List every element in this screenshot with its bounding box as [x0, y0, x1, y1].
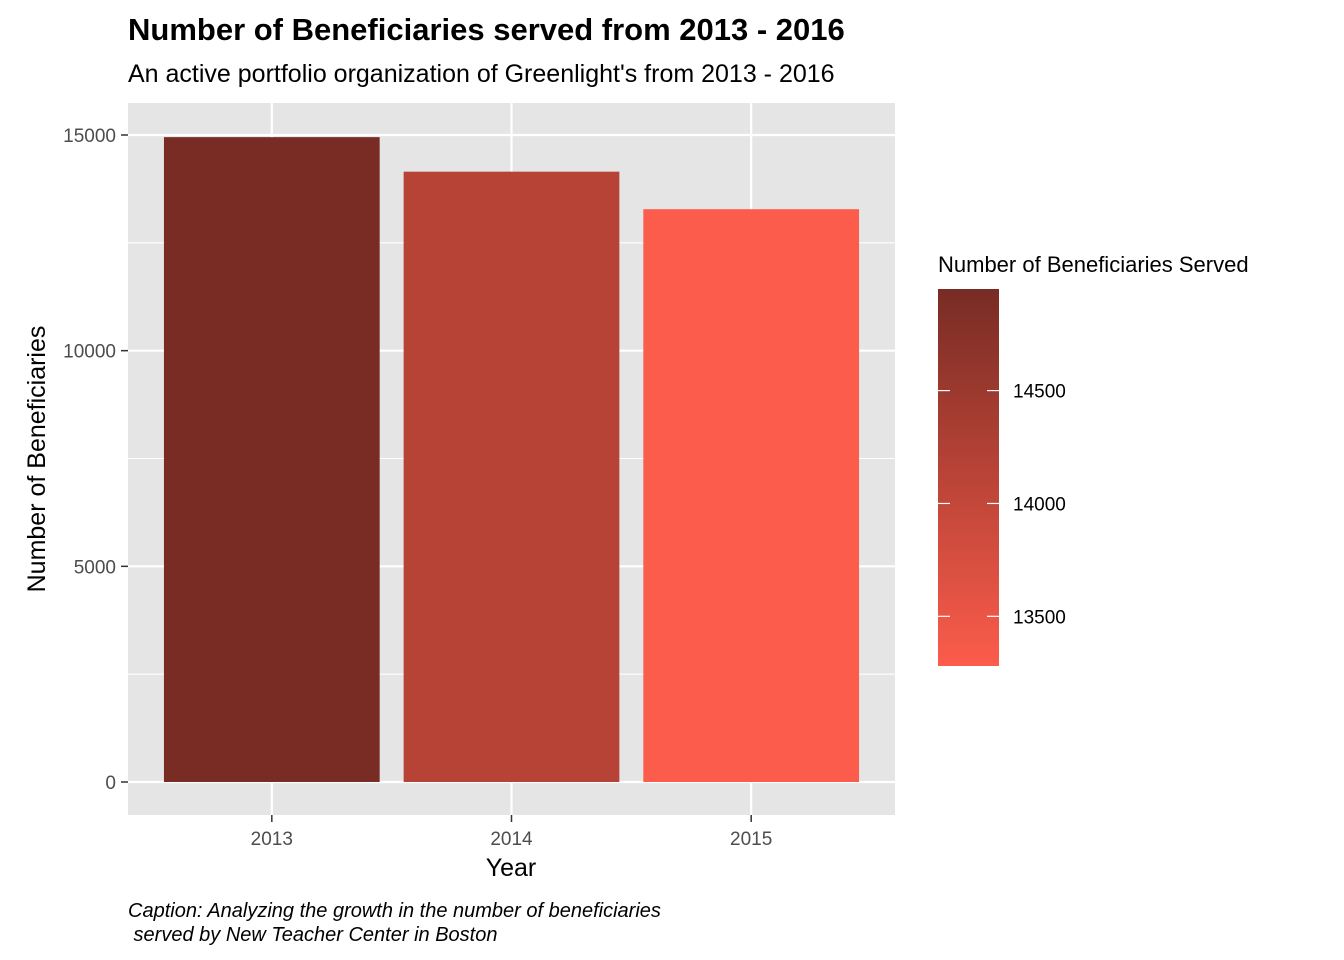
y-tick-label: 5000	[74, 557, 116, 578]
y-axis: 0 5000 10000 15000	[63, 126, 128, 794]
legend-title: Number of Beneficiaries Served	[938, 252, 1249, 277]
legend: Number of Beneficiaries Served 13500 1400…	[938, 252, 1249, 666]
y-axis-title: Number of Beneficiaries	[23, 326, 51, 593]
y-tick-label: 0	[105, 773, 116, 794]
legend-ticks: 13500 14000 14500	[938, 382, 1066, 628]
x-axis: 2013 2014 2015	[251, 815, 772, 850]
x-axis-title: Year	[486, 854, 537, 882]
legend-tick-label: 14000	[1013, 494, 1066, 515]
y-tick-label: 15000	[63, 126, 116, 147]
x-tick-label: 2014	[490, 829, 533, 850]
caption-line-1: Caption: Analyzing the growth in the num…	[128, 900, 661, 922]
y-tick-label: 10000	[63, 342, 116, 363]
chart-subtitle: An active portfolio organization of Gree…	[128, 60, 835, 88]
x-tick-label: 2015	[730, 829, 772, 850]
legend-colorbar	[938, 289, 999, 666]
bar-2015	[643, 209, 860, 782]
bar-2014	[403, 171, 620, 782]
bars	[163, 137, 860, 782]
legend-tick-label: 13500	[1013, 607, 1066, 628]
caption-line-2: served by New Teacher Center in Boston	[128, 924, 497, 946]
chart-title: Number of Beneficiaries served from 2013…	[128, 12, 845, 47]
x-tick-label: 2013	[251, 829, 293, 850]
legend-tick-label: 14500	[1013, 382, 1066, 403]
bar-2013	[163, 137, 380, 782]
